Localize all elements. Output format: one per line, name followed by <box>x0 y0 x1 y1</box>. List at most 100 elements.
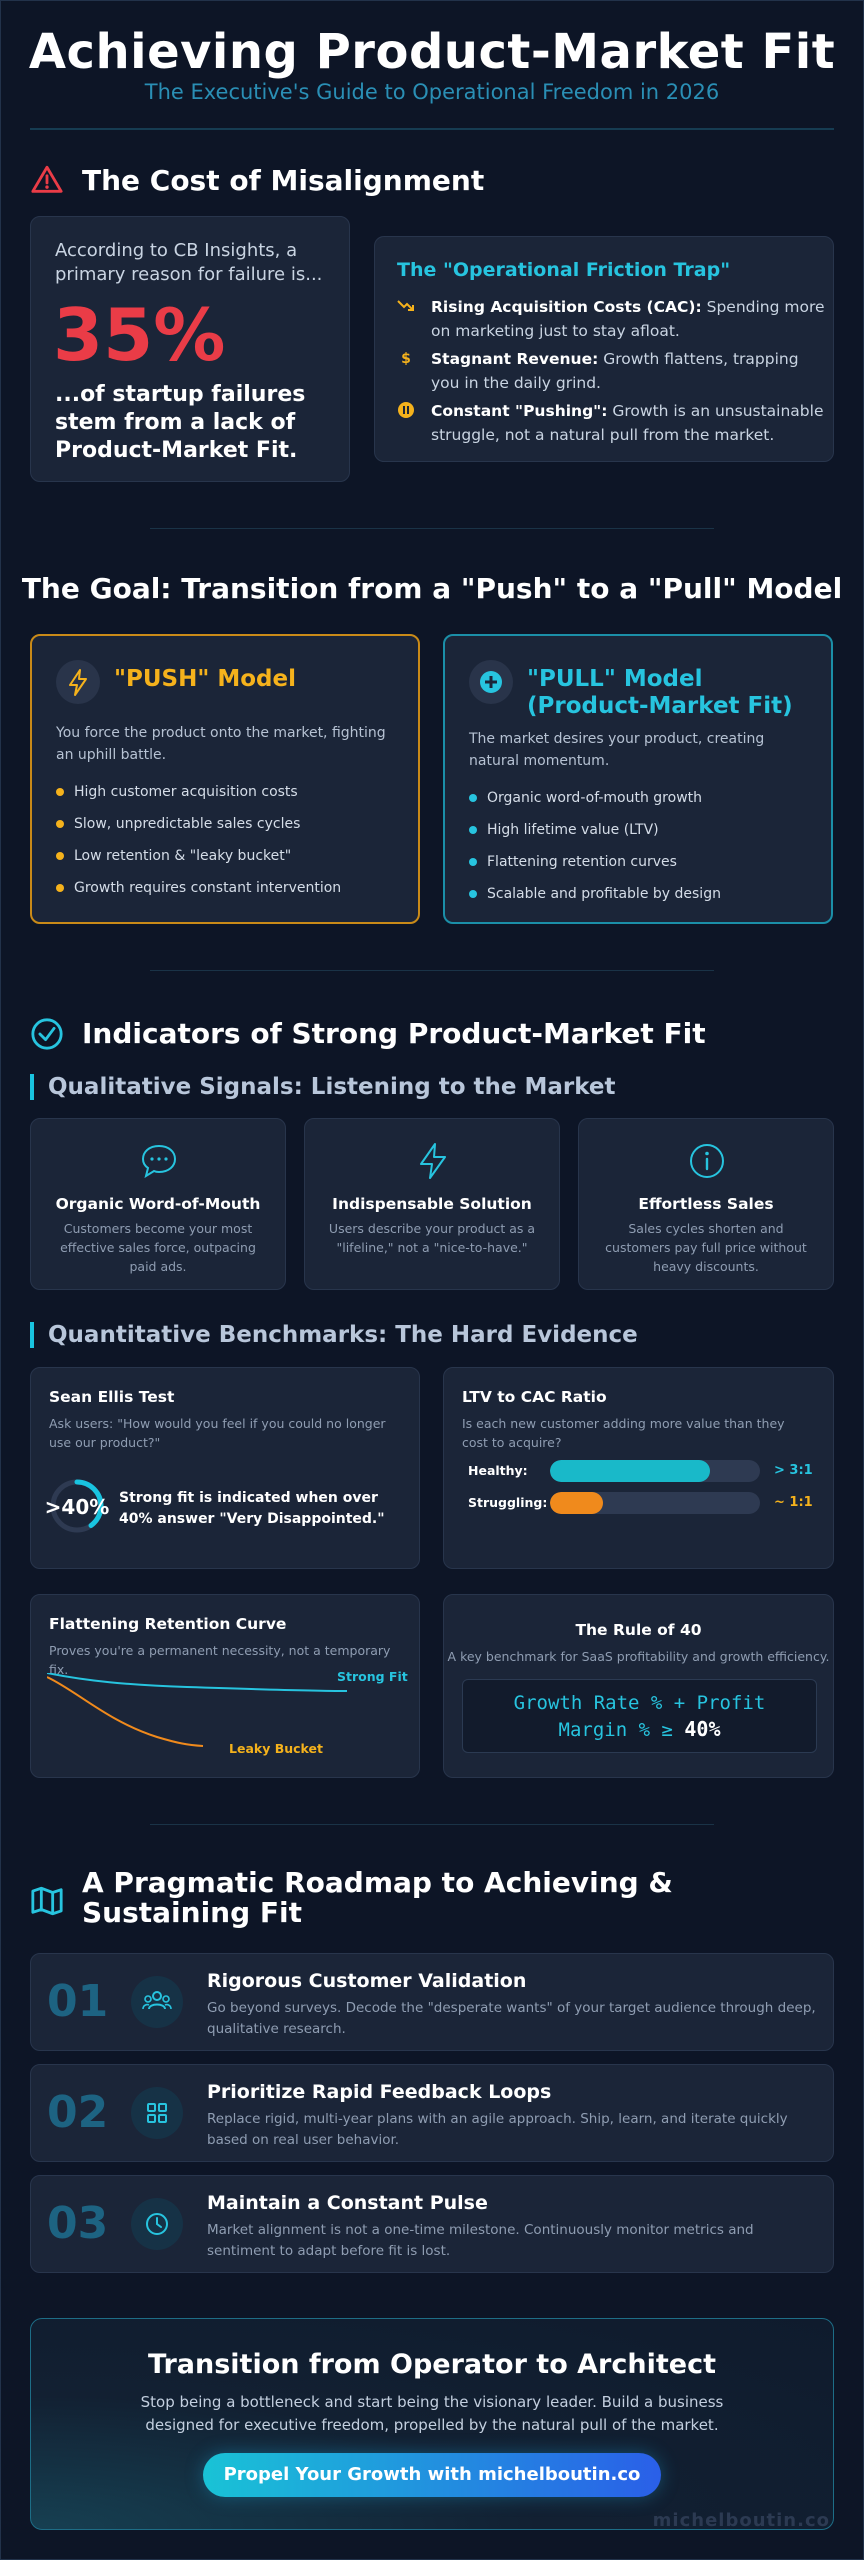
signal-title: Effortless Sales <box>638 1195 774 1213</box>
sean-ellis-value: >40% <box>44 1495 110 1519</box>
retention-desc: Proves you're a permanent necessity, not… <box>49 1643 391 1677</box>
divider <box>150 970 714 971</box>
bar-track <box>550 1460 760 1482</box>
list-item: Flattening retention curves <box>469 852 721 884</box>
warning-triangle-icon <box>31 165 63 193</box>
dollar-icon: $ <box>401 351 411 367</box>
step-desc: Go beyond surveys. Decode the "desperate… <box>207 2000 816 2037</box>
leaky-bucket-curve <box>47 1676 204 1747</box>
sean-ellis-gauge <box>50 1479 104 1533</box>
bar-fill <box>550 1492 603 1514</box>
retention-title: Flattening Retention Curve <box>49 1615 287 1633</box>
sean-ellis-statement: Strong fit is indicated when over 40% an… <box>119 1490 385 1527</box>
step-number: 03 <box>47 2198 109 2249</box>
friction-trap-title: The "Operational Friction Trap" <box>397 259 731 281</box>
rule-of-40-desc: A key benchmark for SaaS profitability a… <box>447 1649 830 1664</box>
stat-percent: 35% <box>53 293 226 377</box>
signal-desc: Customers become your most effective sal… <box>60 1221 256 1274</box>
failure-stat-card: According to CB Insights, a primary reas… <box>30 216 350 482</box>
lightning-icon <box>420 1143 446 1179</box>
ltv-bar-healthy: Healthy: > 3:1 <box>468 1460 818 1482</box>
cta-button[interactable]: Propel Your Growth with michelboutin.co <box>203 2453 661 2497</box>
push-model-card: "PUSH" Model You force the product onto … <box>30 634 420 924</box>
plus-circle-icon <box>469 660 513 704</box>
retention-card: Flattening Retention Curve Proves you're… <box>30 1594 420 1778</box>
signal-card: Indispensable Solution Users describe yo… <box>304 1118 560 1290</box>
cta-desc: Stop being a bottleneck and start being … <box>140 2393 724 2434</box>
bar-value: > 3:1 <box>774 1463 813 1478</box>
subheading-qualitative: Qualitative Signals: Listening to the Ma… <box>30 1074 616 1100</box>
divider <box>150 1824 714 1825</box>
retention-curve-chart <box>47 1673 348 1747</box>
bar-track <box>550 1492 760 1514</box>
signal-desc: Users describe your product as a "lifeli… <box>328 1221 536 1255</box>
cta-panel: Transition from Operator to Architect St… <box>30 2318 834 2530</box>
list-item: Low retention & "leaky bucket" <box>56 846 341 878</box>
leaky-bucket-label: Leaky Bucket <box>229 1741 323 1756</box>
step-title: Prioritize Rapid Feedback Loops <box>207 2081 552 2103</box>
pull-model-list: Organic word-of-mouth growth High lifeti… <box>469 788 721 916</box>
roadmap-step: 02 Prioritize Rapid Feedback Loops Repla… <box>30 2064 834 2162</box>
check-circle-icon <box>31 1018 63 1050</box>
svg-text:$: $ <box>401 351 411 367</box>
push-model-list: High customer acquisition costs Slow, un… <box>56 782 341 910</box>
subheading-quantitative: Quantitative Benchmarks: The Hard Eviden… <box>30 1322 638 1348</box>
section-heading-indicators: Indicators of Strong Product-Market Fit <box>82 1017 706 1050</box>
section-heading-misalignment: The Cost of Misalignment <box>82 164 485 197</box>
signal-card: Effortless Sales Sales cycles shorten an… <box>578 1118 834 1290</box>
list-item: Slow, unpredictable sales cycles <box>56 814 341 846</box>
ltv-bar-struggling: Struggling: ~ 1:1 <box>468 1492 818 1514</box>
friction-trap-card: The "Operational Friction Trap" Rising A… <box>374 236 834 462</box>
strong-fit-curve <box>47 1673 348 1692</box>
step-title: Maintain a Constant Pulse <box>207 2192 488 2214</box>
bar-fill <box>550 1460 710 1482</box>
ltv-cac-desc: Is each new customer adding more value t… <box>462 1416 785 1450</box>
divider <box>30 128 834 130</box>
stat-intro: According to CB Insights, a primary reas… <box>55 240 323 285</box>
trap-text: Rising Acquisition Costs (CAC): Spending… <box>431 298 825 340</box>
sean-ellis-title: Sean Ellis Test <box>49 1388 175 1406</box>
page-title: Achieving Product-Market Fit <box>28 24 836 80</box>
stat-outcome: ...of startup failures stem from a lack … <box>55 382 306 463</box>
strong-fit-label: Strong Fit <box>337 1669 408 1684</box>
watermark: michelboutin.co <box>652 2510 830 2531</box>
ltv-cac-card: LTV to CAC Ratio Is each new customer ad… <box>443 1367 834 1569</box>
list-item: High lifetime value (LTV) <box>469 820 721 852</box>
divider <box>150 528 714 529</box>
pull-model-title: "PULL" Model (Product-Market Fit) <box>527 666 793 719</box>
bar-label: Healthy: <box>468 1463 528 1478</box>
trend-down-icon <box>397 300 414 311</box>
info-icon <box>690 1144 724 1178</box>
bar-label: Struggling: <box>468 1495 548 1510</box>
chat-bubble-icon <box>141 1144 177 1179</box>
section-heading-goal: The Goal: Transition from a "Push" to a … <box>21 572 843 605</box>
users-icon <box>131 1976 183 2028</box>
trap-item: Constant "Pushing": Growth is an unsusta… <box>397 399 823 447</box>
rule-of-40-formula: Growth Rate % + Profit Margin % ≥ 40% <box>462 1679 817 1753</box>
signal-title: Indispensable Solution <box>332 1195 532 1213</box>
list-item: Scalable and profitable by design <box>469 884 721 916</box>
push-model-desc: You force the product onto the market, f… <box>56 725 386 763</box>
trap-text: Stagnant Revenue: Growth flattens, trapp… <box>431 350 799 392</box>
list-item: Organic word-of-mouth growth <box>469 788 721 820</box>
step-number: 02 <box>47 2087 109 2138</box>
page-subtitle: The Executive's Guide to Operational Fre… <box>144 80 720 104</box>
step-desc: Market alignment is not a one-time miles… <box>207 2222 754 2259</box>
grid-icon <box>131 2087 183 2139</box>
signal-desc: Sales cycles shorten and customers pay f… <box>605 1221 807 1274</box>
roadmap-step: 03 Maintain a Constant Pulse Market alig… <box>30 2175 834 2273</box>
rule-of-40-title: The Rule of 40 <box>575 1621 702 1639</box>
push-model-title: "PUSH" Model <box>114 666 296 692</box>
trap-text: Constant "Pushing": Growth is an unsusta… <box>431 402 824 444</box>
list-item: Growth requires constant intervention <box>56 878 341 910</box>
map-icon <box>31 1886 63 1916</box>
ltv-cac-title: LTV to CAC Ratio <box>462 1388 607 1406</box>
signal-title: Organic Word-of-Mouth <box>55 1195 261 1213</box>
step-desc: Replace rigid, multi-year plans with an … <box>207 2111 788 2148</box>
lightning-icon <box>56 660 100 704</box>
pause-icon <box>398 402 414 418</box>
trap-item: Rising Acquisition Costs (CAC): Spending… <box>397 295 825 343</box>
sean-ellis-card: Sean Ellis Test Ask users: "How would yo… <box>30 1367 420 1569</box>
signal-card: Organic Word-of-Mouth Customers become y… <box>30 1118 286 1290</box>
cta-title: Transition from Operator to Architect <box>148 2349 716 2380</box>
